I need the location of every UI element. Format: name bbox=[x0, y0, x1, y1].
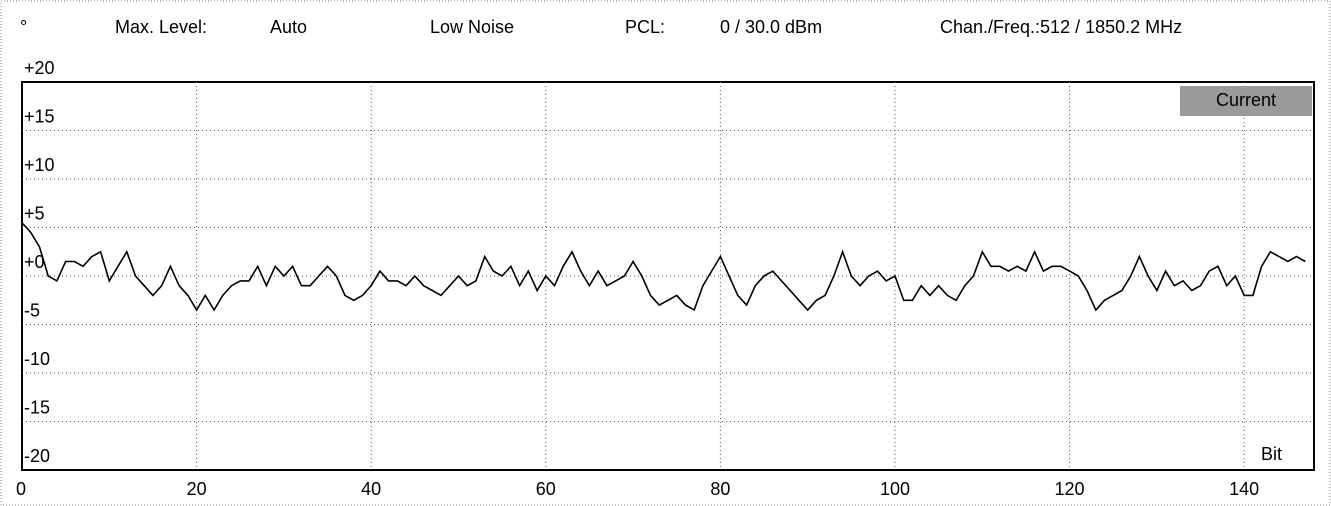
y-tick-label: +15 bbox=[24, 106, 55, 126]
x-tick-label: 80 bbox=[710, 479, 730, 499]
x-axis-label: Bit bbox=[1261, 444, 1282, 464]
plot-area bbox=[21, 81, 1315, 471]
y-tick-label: -15 bbox=[24, 397, 50, 417]
x-tick-label: 100 bbox=[880, 479, 910, 499]
x-tick-label: 60 bbox=[536, 479, 556, 499]
header-item: PCL: bbox=[625, 17, 665, 37]
x-tick-label: 20 bbox=[187, 479, 207, 499]
header-item: Auto bbox=[270, 17, 307, 37]
y-tick-label: -5 bbox=[24, 300, 40, 320]
legend-box bbox=[1180, 86, 1312, 116]
header-item: Low Noise bbox=[430, 17, 514, 37]
header-item: ° bbox=[20, 17, 27, 37]
y-tick-label: -10 bbox=[24, 349, 50, 369]
x-tick-label: 140 bbox=[1229, 479, 1259, 499]
y-tick-label: -20 bbox=[24, 446, 50, 466]
x-tick-label: 0 bbox=[16, 479, 26, 499]
x-tick-label: 120 bbox=[1055, 479, 1085, 499]
legend-label: Current bbox=[1216, 90, 1276, 110]
y-tick-label: +5 bbox=[24, 203, 45, 223]
y-tick-label: +20 bbox=[24, 58, 55, 78]
data-line bbox=[21, 222, 1306, 312]
header-item: 0 / 30.0 dBm bbox=[720, 17, 822, 37]
header-item: Max. Level: bbox=[115, 17, 207, 37]
y-tick-label: +10 bbox=[24, 155, 55, 175]
header-item: Chan./Freq.:512 / 1850.2 MHz bbox=[940, 17, 1182, 37]
x-tick-label: 40 bbox=[361, 479, 381, 499]
y-tick-label: +0 bbox=[24, 252, 45, 272]
